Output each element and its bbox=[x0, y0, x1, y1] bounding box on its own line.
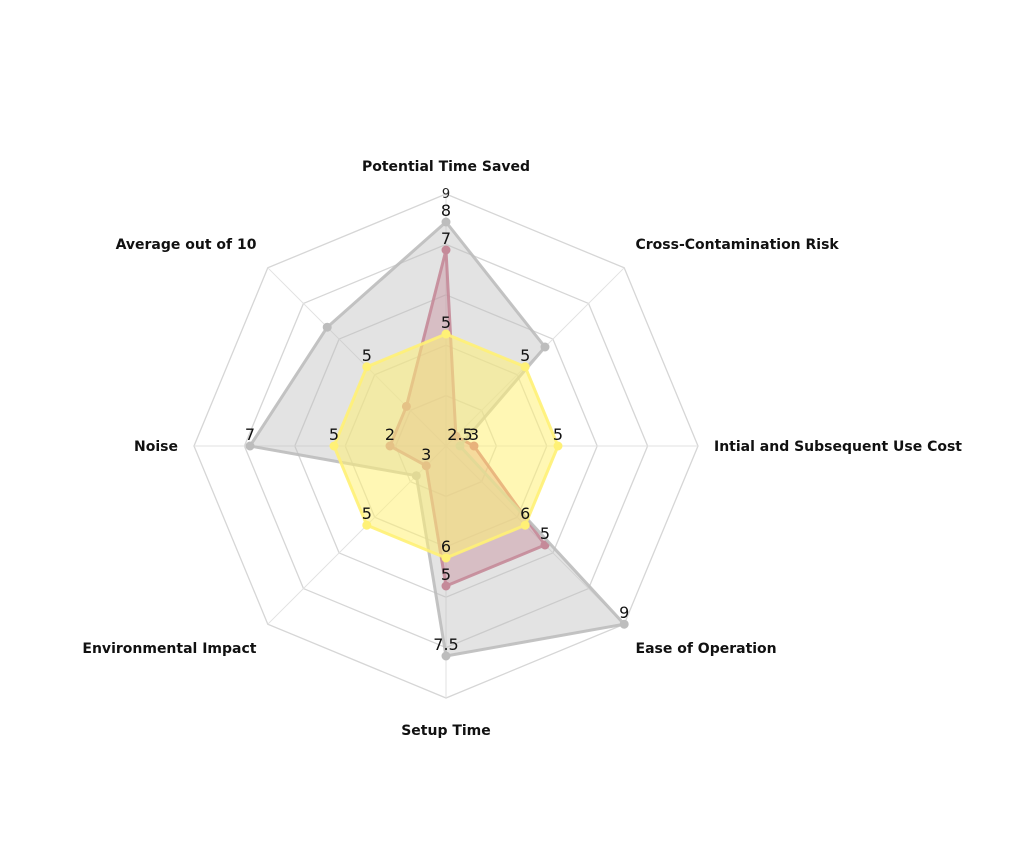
axis-label-5: Setup Time bbox=[401, 723, 491, 739]
series-3-value-label-3: 5 bbox=[553, 425, 563, 444]
series-3-value-label-4: 6 bbox=[520, 504, 530, 523]
axis-label-4: Ease of Operation bbox=[636, 641, 777, 657]
series-3-value-label-6: 5 bbox=[362, 504, 372, 523]
axis-label-1: Potential Time Saved bbox=[362, 159, 530, 175]
series-3-value-label-2: 5 bbox=[520, 346, 530, 365]
axis-label-8: Average out of 10 bbox=[116, 237, 257, 253]
series-2-point-5 bbox=[441, 651, 451, 661]
axis-label-3: Intial and Subsequent Use Cost bbox=[714, 439, 962, 455]
series-layer bbox=[245, 217, 629, 661]
series-2-point-4 bbox=[619, 619, 629, 629]
series-1-point-5 bbox=[441, 581, 451, 591]
series-3-value-label-7: 5 bbox=[329, 425, 339, 444]
axis-label-2: Cross-Contamination Risk bbox=[636, 237, 840, 253]
series-1-point-4 bbox=[540, 540, 550, 550]
series-2-point-1 bbox=[441, 217, 451, 227]
series-1-value-label-6: 3 bbox=[421, 445, 431, 464]
axis-label-7: Noise bbox=[134, 439, 178, 455]
series-3-point-3 bbox=[553, 441, 563, 451]
series-3-point-4 bbox=[520, 520, 530, 530]
series-2-value-label-3: 2.5 bbox=[447, 425, 472, 444]
series-3-value-label-5: 6 bbox=[441, 537, 451, 556]
series-3-point-8 bbox=[362, 362, 372, 372]
series-2-point-7 bbox=[245, 441, 255, 451]
series-1-value-label-5: 5 bbox=[441, 565, 451, 584]
series-2-point-2 bbox=[540, 342, 550, 352]
series-2-value-label-5: 7.5 bbox=[433, 635, 458, 654]
series-3-point-7 bbox=[329, 441, 339, 451]
series-2-value-label-4: 9 bbox=[619, 603, 629, 622]
radial-tick-label-1: 9 bbox=[442, 187, 450, 202]
series-3-value-label-1: 5 bbox=[441, 313, 451, 332]
series-1-point-1 bbox=[441, 245, 451, 255]
series-1-value-label-3: 3 bbox=[469, 425, 479, 444]
series-3-point-1 bbox=[441, 329, 451, 339]
tick-layer: 9 bbox=[442, 187, 450, 202]
series-3-point-6 bbox=[362, 520, 372, 530]
series-3-value-label-8: 5 bbox=[362, 346, 372, 365]
series-2-value-label-7: 7 bbox=[245, 425, 255, 444]
series-1-value-label-7: 2 bbox=[385, 425, 395, 444]
axis-label-layer: Potential Time Saved Cross-Contamination … bbox=[82, 159, 962, 739]
series-1-value-label-1: 7 bbox=[441, 229, 451, 248]
series-2-value-label-1: 8 bbox=[441, 201, 451, 220]
series-1-value-label-4: 5 bbox=[540, 524, 550, 543]
series-3-point-5 bbox=[441, 553, 451, 563]
series-2-point-8 bbox=[322, 322, 332, 332]
axis-label-6: Environmental Impact bbox=[82, 641, 256, 657]
series-3-point-2 bbox=[520, 362, 530, 372]
